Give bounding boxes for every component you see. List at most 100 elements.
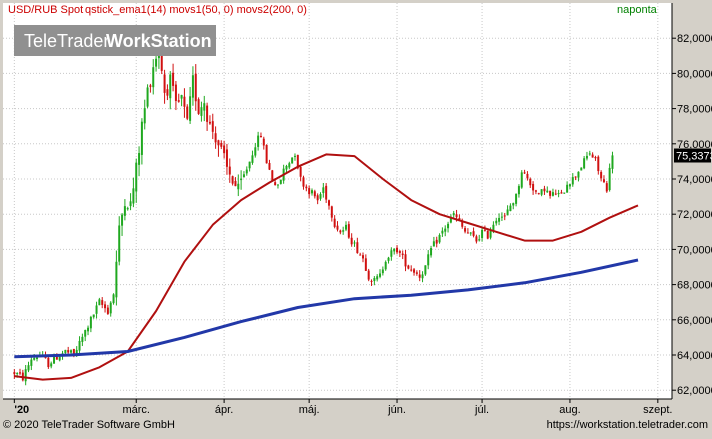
candle bbox=[498, 213, 501, 226]
x-tick-label: jún. bbox=[387, 404, 406, 416]
candle bbox=[495, 217, 498, 226]
candle-body bbox=[92, 314, 95, 318]
candle bbox=[126, 206, 129, 211]
candle-body bbox=[605, 183, 608, 192]
footer-url[interactable]: https://workstation.teletrader.com bbox=[546, 419, 708, 431]
candle-body bbox=[580, 167, 583, 171]
candle-body bbox=[401, 253, 404, 256]
candle bbox=[180, 94, 183, 107]
candle bbox=[84, 329, 87, 342]
candle-body bbox=[152, 67, 155, 88]
candle bbox=[588, 150, 591, 156]
candle bbox=[24, 365, 27, 386]
candle-body bbox=[554, 193, 557, 195]
candle-body bbox=[271, 170, 274, 181]
candle-body bbox=[109, 302, 112, 314]
candle-body bbox=[495, 220, 498, 224]
candle-body bbox=[447, 223, 450, 229]
candle bbox=[248, 161, 251, 172]
candle-body bbox=[166, 89, 169, 96]
candle bbox=[322, 182, 325, 198]
candle-body bbox=[427, 254, 430, 266]
candle-body bbox=[95, 305, 98, 314]
candle-body bbox=[313, 191, 316, 197]
candle-body bbox=[146, 87, 149, 107]
candle-body bbox=[526, 173, 529, 179]
candle-body bbox=[481, 229, 484, 239]
candle bbox=[520, 170, 523, 189]
candle bbox=[574, 176, 577, 181]
plot-area[interactable] bbox=[3, 3, 672, 399]
candle bbox=[376, 274, 379, 282]
candle-body bbox=[194, 73, 197, 102]
candle-body bbox=[64, 349, 67, 354]
candle-body bbox=[132, 188, 135, 204]
candle bbox=[529, 177, 532, 189]
candle-body bbox=[183, 96, 186, 107]
candle bbox=[503, 212, 506, 221]
y-tick-label: 64,00000 bbox=[677, 350, 712, 362]
candle bbox=[81, 333, 84, 347]
candle-body bbox=[588, 153, 591, 155]
candle bbox=[316, 193, 319, 205]
candle bbox=[427, 250, 430, 270]
candle-body bbox=[208, 121, 211, 124]
candle bbox=[174, 81, 177, 111]
candle-body bbox=[455, 214, 458, 218]
candle-body bbox=[441, 230, 444, 234]
candle bbox=[228, 158, 231, 183]
candle bbox=[393, 248, 396, 255]
candle-body bbox=[78, 340, 81, 351]
candle-body bbox=[189, 96, 192, 121]
candle-body bbox=[478, 239, 481, 241]
candle bbox=[390, 247, 393, 261]
candle-body bbox=[347, 224, 350, 238]
candle-body bbox=[398, 251, 401, 253]
candle-body bbox=[223, 145, 226, 154]
candle bbox=[568, 183, 571, 190]
candle bbox=[563, 192, 566, 194]
y-tick-label: 62,00000 bbox=[677, 385, 712, 397]
candle-body bbox=[310, 190, 313, 194]
candle-body bbox=[546, 190, 549, 193]
candle bbox=[285, 164, 288, 174]
candle bbox=[132, 177, 135, 208]
candle bbox=[415, 270, 418, 276]
candle-body bbox=[138, 153, 141, 165]
candle bbox=[78, 336, 81, 353]
candle bbox=[186, 104, 189, 121]
candle bbox=[308, 185, 311, 199]
candle-body bbox=[464, 228, 467, 232]
candle-body bbox=[81, 336, 84, 342]
candle bbox=[310, 188, 313, 196]
candle-body bbox=[390, 250, 393, 257]
candle bbox=[602, 175, 605, 184]
candle-body bbox=[512, 203, 515, 206]
candle bbox=[413, 267, 416, 276]
candle-body bbox=[248, 161, 251, 169]
candle-body bbox=[155, 58, 158, 67]
candle-body bbox=[461, 221, 464, 227]
candle-body bbox=[373, 278, 376, 282]
candle bbox=[200, 101, 203, 122]
candle-body bbox=[327, 200, 330, 206]
candle-body bbox=[19, 372, 22, 374]
candle-body bbox=[503, 215, 506, 217]
chart-period-label: naponta bbox=[617, 4, 658, 16]
candle-body bbox=[537, 193, 540, 195]
candle-body bbox=[98, 299, 101, 306]
last-price-value: 75,33737 bbox=[676, 151, 712, 163]
candle bbox=[469, 232, 472, 236]
candle bbox=[396, 245, 399, 255]
candle bbox=[370, 279, 373, 286]
candle bbox=[600, 170, 603, 182]
candle-body bbox=[228, 166, 231, 175]
x-tick-label: '20 bbox=[14, 404, 29, 416]
candle-body bbox=[112, 294, 115, 304]
candle bbox=[194, 64, 197, 111]
watermark-box bbox=[14, 25, 216, 56]
candle-body bbox=[339, 230, 342, 233]
candle bbox=[177, 93, 180, 103]
candle-body bbox=[608, 167, 611, 191]
candle-body bbox=[197, 99, 200, 114]
